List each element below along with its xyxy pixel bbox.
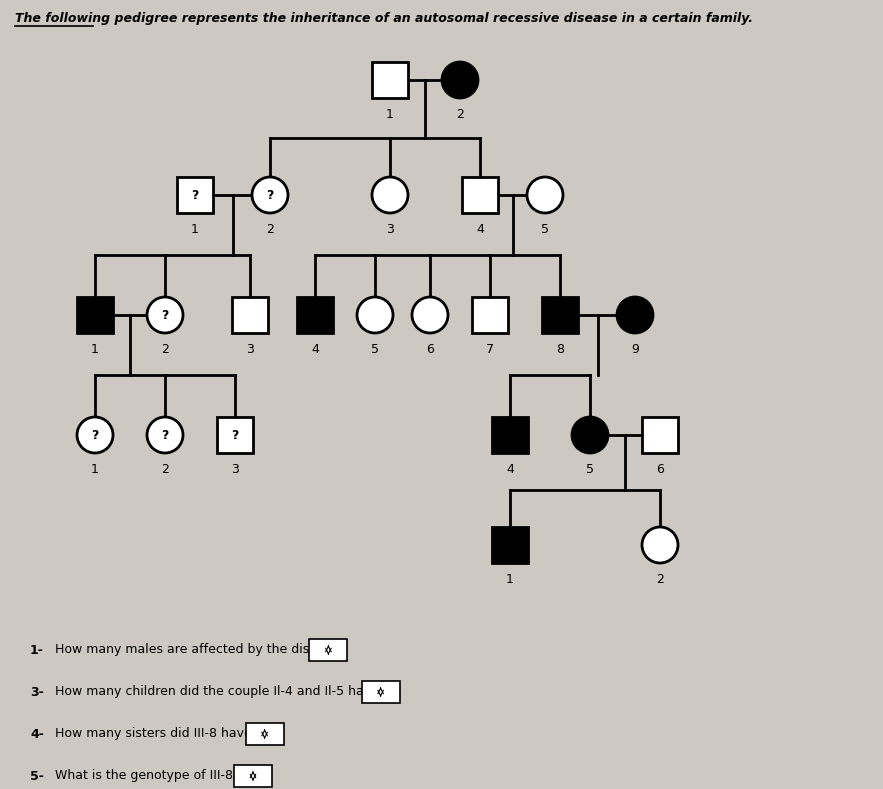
Text: The following pedigree represents the inheritance of an autosomal recessive dise: The following pedigree represents the in…	[15, 12, 753, 25]
Bar	[542, 297, 578, 333]
Circle shape	[357, 297, 393, 333]
Text: 1: 1	[386, 108, 394, 121]
Text: How many sisters did III-8 have?: How many sisters did III-8 have?	[55, 727, 259, 741]
Text: ?: ?	[192, 189, 199, 201]
Text: 2: 2	[656, 573, 664, 586]
Text: 4: 4	[476, 223, 484, 236]
Bar	[77, 297, 113, 333]
Text: 1: 1	[91, 343, 99, 356]
Text: 8: 8	[556, 343, 564, 356]
Bar	[217, 417, 253, 453]
Text: ?: ?	[162, 308, 169, 321]
Text: 4: 4	[506, 463, 514, 476]
Circle shape	[147, 417, 183, 453]
Text: 5: 5	[371, 343, 379, 356]
Circle shape	[372, 177, 408, 213]
Text: 5: 5	[586, 463, 594, 476]
Bar	[372, 62, 408, 98]
Text: 3-: 3-	[30, 686, 44, 698]
Bar	[309, 639, 347, 661]
Text: 1: 1	[191, 223, 199, 236]
Bar	[472, 297, 508, 333]
Circle shape	[617, 297, 653, 333]
Text: 9: 9	[631, 343, 639, 356]
Text: 1: 1	[506, 573, 514, 586]
Text: 3: 3	[246, 343, 254, 356]
Circle shape	[642, 527, 678, 563]
Bar	[642, 417, 678, 453]
Text: 1: 1	[91, 463, 99, 476]
Text: ?: ?	[162, 428, 169, 442]
Text: 7: 7	[486, 343, 494, 356]
Bar	[492, 527, 528, 563]
Text: 5-: 5-	[30, 769, 44, 783]
Circle shape	[412, 297, 448, 333]
Text: 3: 3	[231, 463, 239, 476]
Text: ?: ?	[91, 428, 99, 442]
Text: ?: ?	[231, 428, 238, 442]
Bar	[177, 177, 213, 213]
Text: 3: 3	[386, 223, 394, 236]
Text: ?: ?	[267, 189, 274, 201]
Text: 2: 2	[456, 108, 464, 121]
Circle shape	[442, 62, 478, 98]
Bar	[462, 177, 498, 213]
Bar	[297, 297, 333, 333]
Text: 2: 2	[161, 463, 169, 476]
Text: 6: 6	[426, 343, 434, 356]
Bar	[492, 417, 528, 453]
Circle shape	[147, 297, 183, 333]
Circle shape	[77, 417, 113, 453]
Bar	[362, 681, 400, 703]
Bar	[234, 765, 272, 787]
Text: 2: 2	[161, 343, 169, 356]
Circle shape	[252, 177, 288, 213]
Text: 4: 4	[311, 343, 319, 356]
Text: 6: 6	[656, 463, 664, 476]
Text: 1-: 1-	[30, 644, 44, 656]
Text: What is the genotype of III-8?: What is the genotype of III-8?	[55, 769, 239, 783]
Text: How many males are affected by the disease?: How many males are affected by the disea…	[55, 644, 345, 656]
Circle shape	[527, 177, 563, 213]
Bar	[245, 723, 283, 745]
Text: 2: 2	[266, 223, 274, 236]
Bar	[232, 297, 268, 333]
Circle shape	[572, 417, 608, 453]
Text: 5: 5	[541, 223, 549, 236]
Text: 4-: 4-	[30, 727, 44, 741]
Text: How many children did the couple Il-4 and Il-5 have?: How many children did the couple Il-4 an…	[55, 686, 386, 698]
